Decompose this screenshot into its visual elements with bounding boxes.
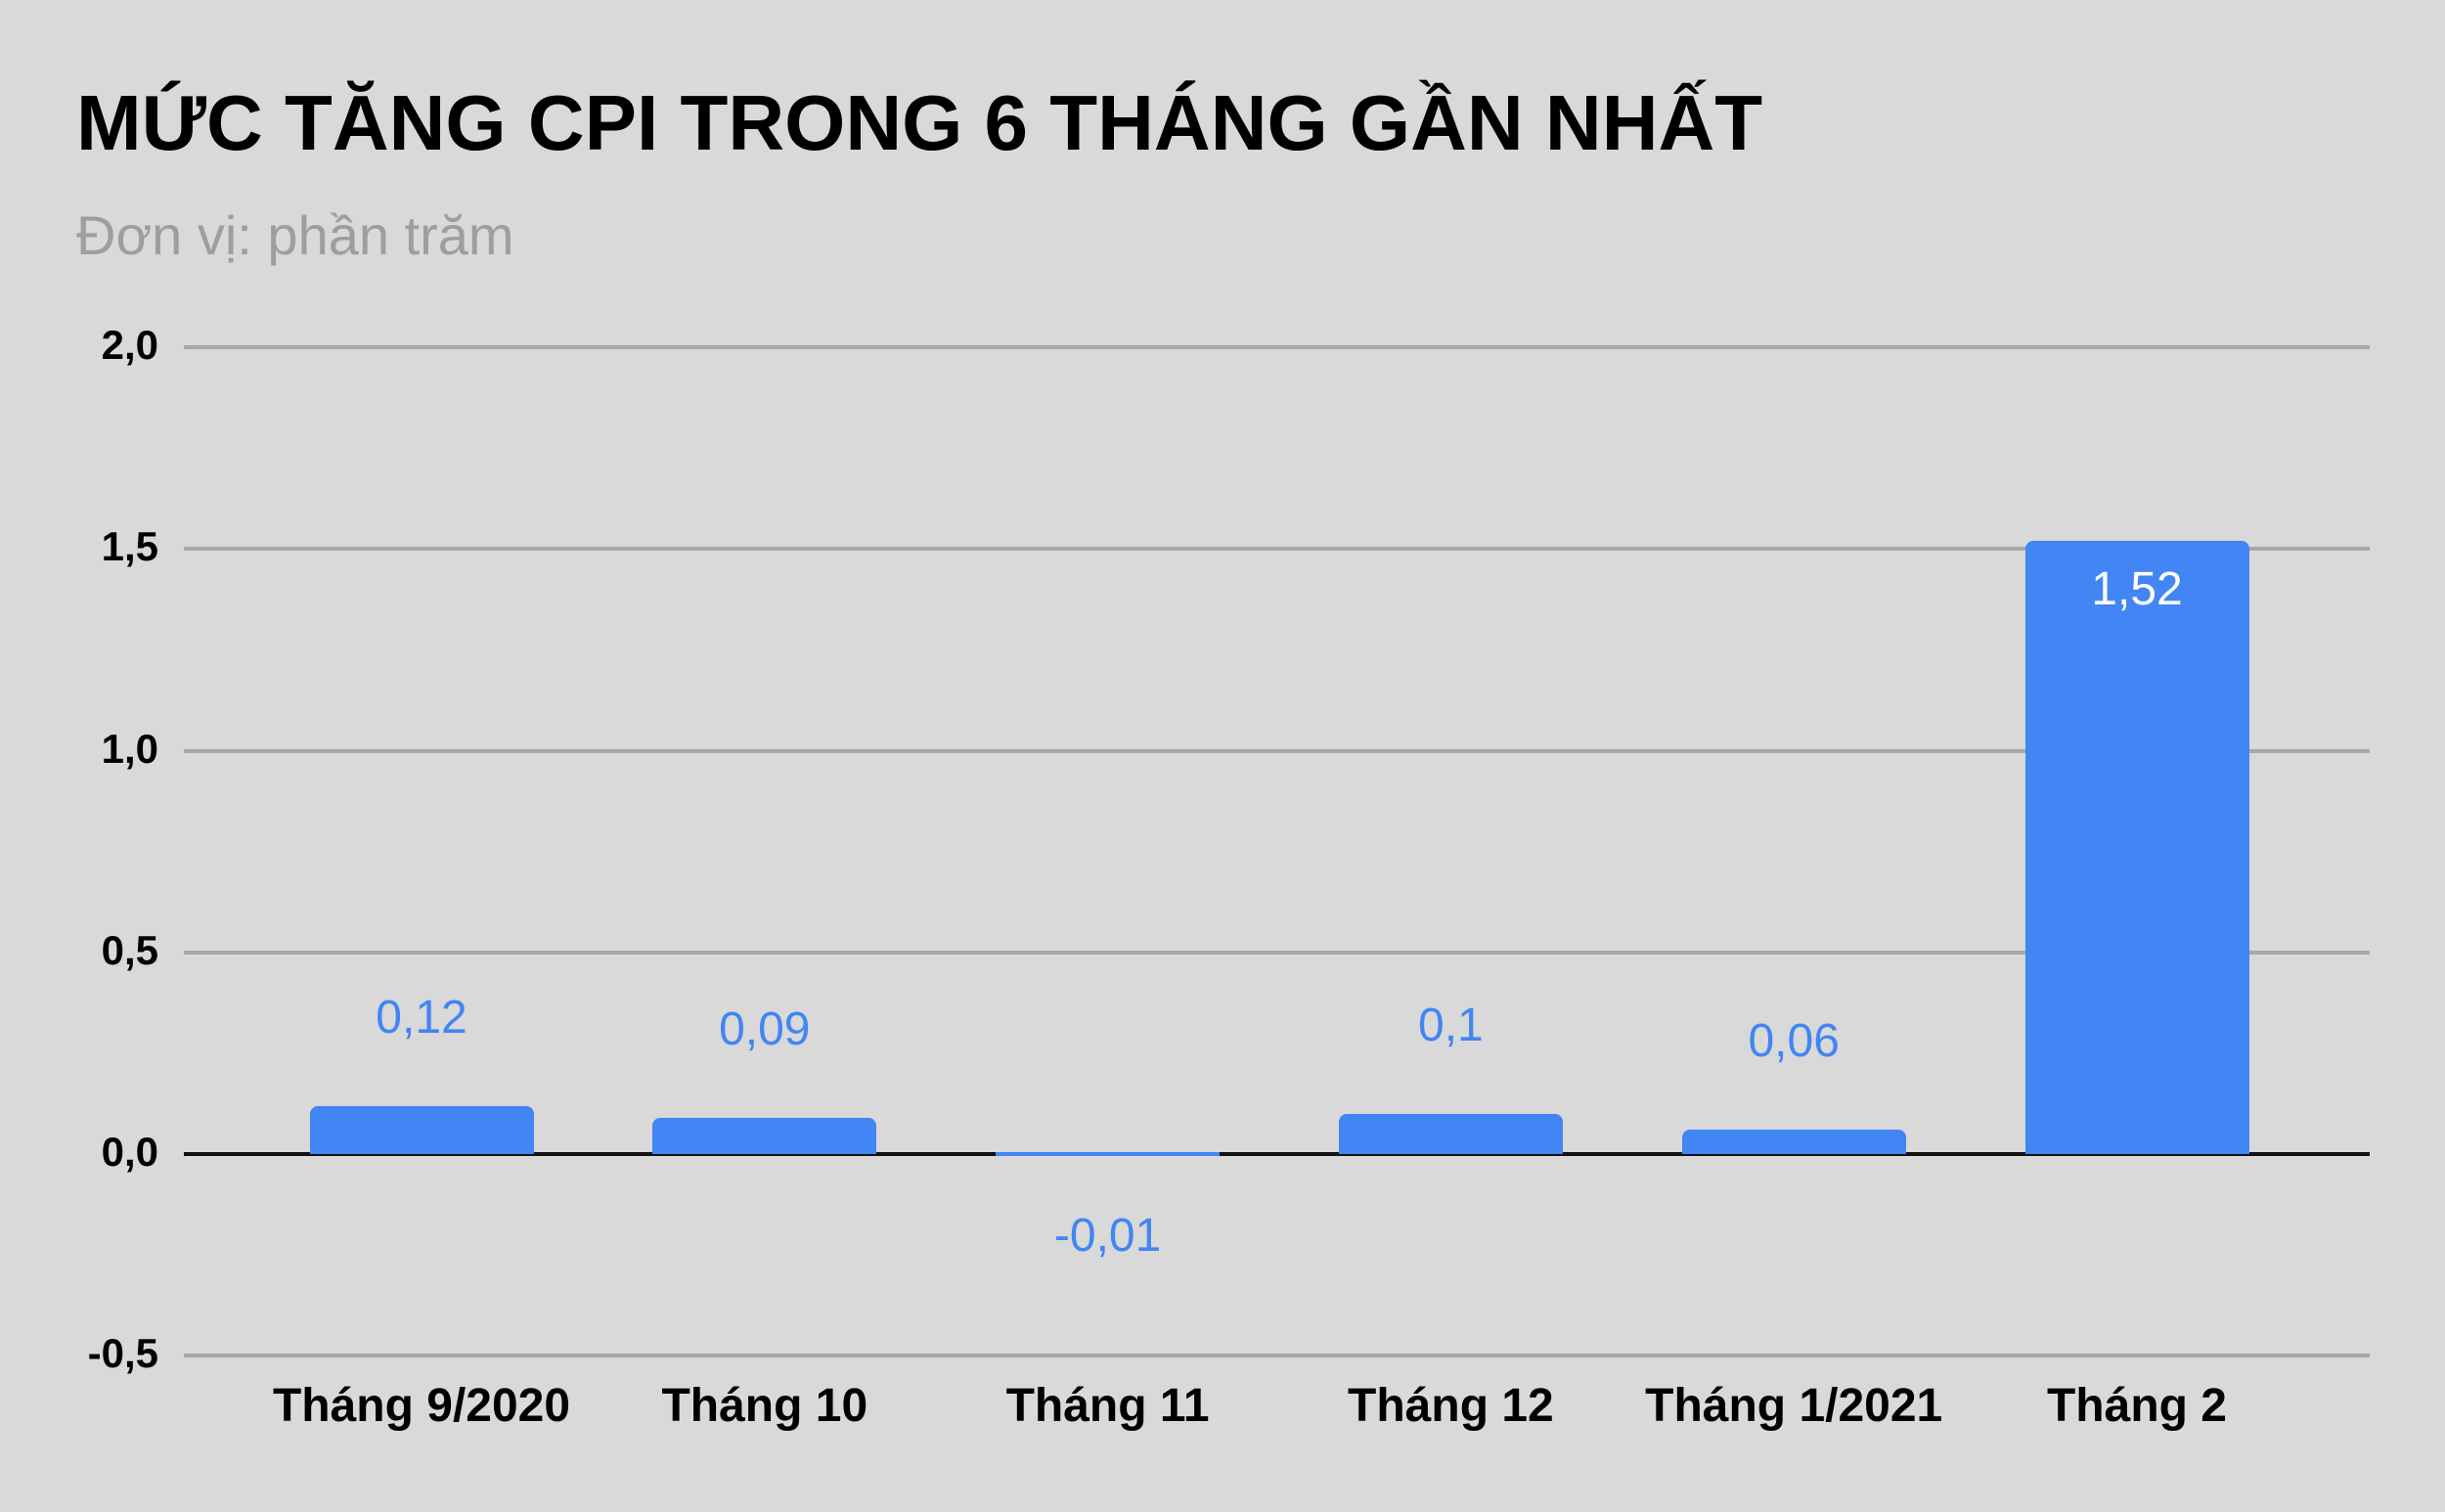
y-axis-tick-label: -0,5 [87, 1330, 158, 1377]
data-label: 0,1 [1418, 999, 1484, 1051]
gridline [184, 950, 2370, 955]
zero-baseline [184, 1152, 2370, 1156]
gridline [184, 1354, 2370, 1358]
x-axis-category-label: Tháng 2 [2046, 1380, 2227, 1432]
gridline [184, 547, 2370, 552]
chart-subtitle: Đơn vị: phần trăm [76, 204, 514, 266]
y-axis-tick-label: 0,5 [101, 926, 158, 973]
bar[interactable] [996, 1152, 1221, 1157]
data-label: 0,12 [376, 991, 467, 1044]
chart-title: MỨC TĂNG CPI TRONG 6 THÁNG GẦN NHẤT [76, 79, 1763, 166]
x-axis-category-label: Tháng 9/2020 [272, 1380, 571, 1432]
bar[interactable] [1338, 1113, 1563, 1154]
x-axis-category-label: Tháng 11 [1005, 1380, 1210, 1432]
y-axis-tick-label: 1,0 [101, 725, 158, 772]
y-axis-tick-label: 1,5 [101, 523, 158, 570]
x-axis-category-label: Tháng 1/2021 [1645, 1380, 1943, 1432]
bar[interactable] [652, 1117, 877, 1154]
x-axis-category-label: Tháng 10 [661, 1380, 868, 1432]
y-axis-tick-label: 0,0 [101, 1129, 158, 1175]
data-label: 0,06 [1748, 1015, 1840, 1068]
bar[interactable] [1681, 1130, 1906, 1154]
data-label: -0,01 [1053, 1210, 1162, 1262]
x-axis-category-label: Tháng 12 [1348, 1380, 1554, 1432]
data-label: 0,09 [719, 1002, 811, 1055]
gridline [184, 345, 2370, 349]
y-axis-tick-label: 2,0 [101, 322, 158, 368]
bar[interactable] [309, 1105, 534, 1154]
bar[interactable] [2024, 541, 2249, 1154]
gridline [184, 748, 2370, 753]
data-label: 1,52 [2091, 563, 2183, 615]
